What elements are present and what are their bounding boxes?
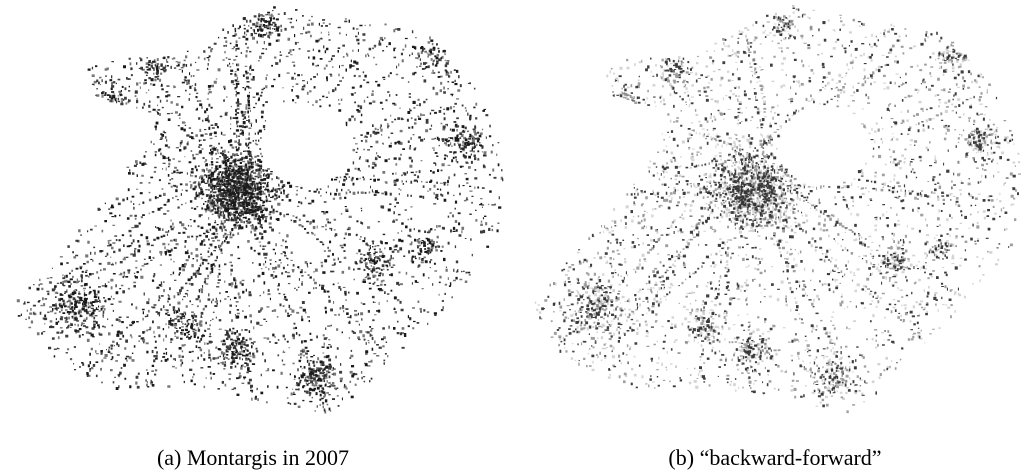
figure: (a) Montargis in 2007 (b) “backward-forw… — [0, 0, 1021, 474]
caption: (b) “backward-forward” — [668, 445, 881, 470]
page: {"figure": {"panels": [ {"caption": "(a)… — [0, 0, 1021, 474]
caption: (a) Montargis in 2007 — [157, 445, 349, 470]
building-dots — [539, 8, 1019, 408]
map-panel — [17, 6, 504, 413]
map-panel — [535, 5, 1021, 413]
